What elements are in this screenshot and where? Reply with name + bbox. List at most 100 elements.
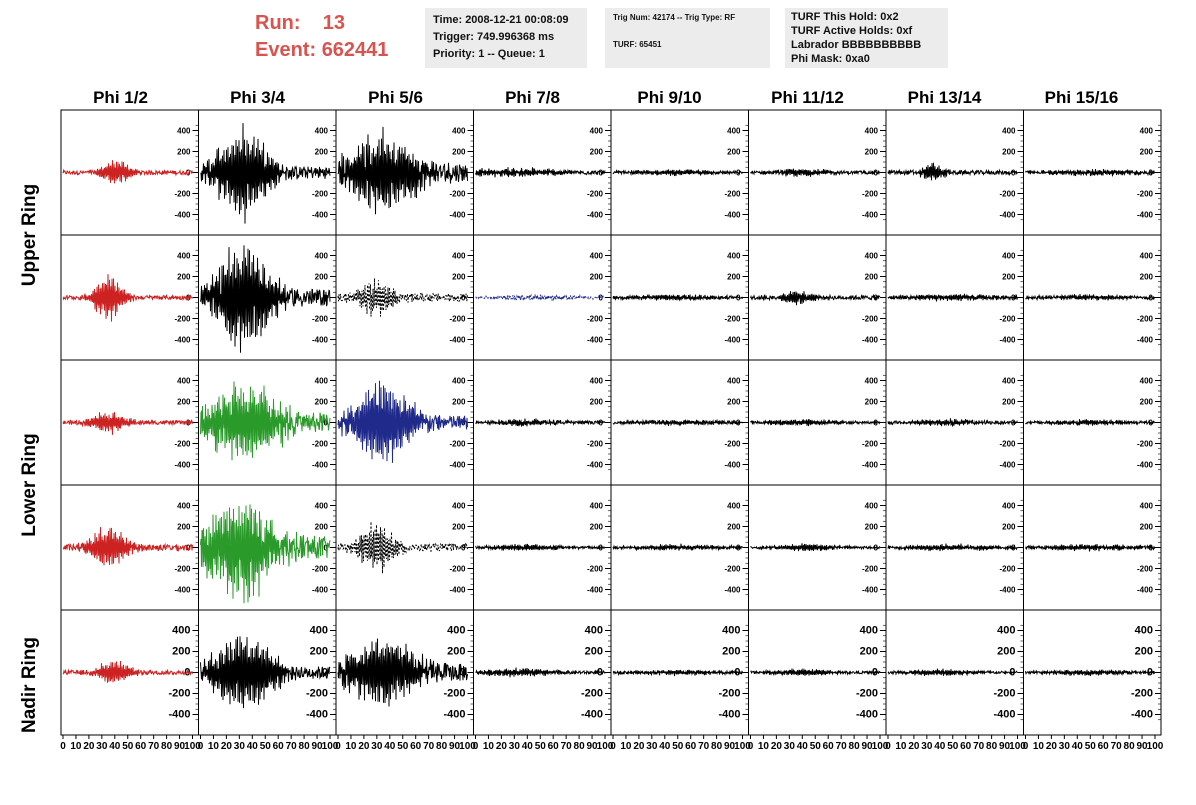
y-tick-label: -200 xyxy=(306,688,328,700)
y-tick-label: 200 xyxy=(865,273,879,282)
x-tick-label: 0 xyxy=(885,741,891,752)
x-tick-label: 70 xyxy=(973,741,985,752)
x-tick-label: 100 xyxy=(734,741,751,752)
x-tick-label: 90 xyxy=(449,741,461,752)
waveform-trace xyxy=(887,418,1018,427)
y-tick-label: 200 xyxy=(1002,523,1016,532)
y-tick-label: 400 xyxy=(860,625,878,637)
y-tick-label: 200 xyxy=(310,646,328,658)
waveform-trace xyxy=(1025,419,1156,427)
phi-column-label: Phi 11/12 xyxy=(771,88,844,107)
y-tick-label: -200 xyxy=(587,190,604,199)
x-tick-label: 70 xyxy=(561,741,573,752)
trig-num-text: Trig Num: 42174 -- Trig Type: RF xyxy=(613,13,736,22)
y-tick-label: 400 xyxy=(315,127,329,136)
y-tick-label: -200 xyxy=(174,565,191,574)
x-tick-label: 100 xyxy=(184,741,201,752)
y-tick-label: -200 xyxy=(724,315,741,324)
y-tick-label: -400 xyxy=(1137,461,1154,470)
y-tick-label: -200 xyxy=(587,315,604,324)
x-tick-label: 30 xyxy=(646,741,658,752)
y-tick-label: -400 xyxy=(587,461,604,470)
x-tick-label: 10 xyxy=(208,741,220,752)
waveform-trace xyxy=(337,638,468,707)
y-tick-label: 200 xyxy=(177,523,191,532)
waveform-trace xyxy=(612,293,743,302)
x-tick-label: 0 xyxy=(198,741,204,752)
waveform-trace xyxy=(337,521,468,574)
run-event-header: Run: 13 Event: 662441 xyxy=(255,10,388,64)
x-tick-label: 60 xyxy=(410,741,422,752)
x-tick-label: 10 xyxy=(1033,741,1045,752)
y-tick-label: 400 xyxy=(865,252,879,261)
y-tick-label: -200 xyxy=(862,190,879,199)
x-tick-label: 80 xyxy=(299,741,311,752)
x-tick-label: 90 xyxy=(724,741,736,752)
x-tick-label: 20 xyxy=(633,741,645,752)
y-tick-label: 200 xyxy=(1002,148,1016,157)
y-tick-label: -200 xyxy=(581,688,603,700)
y-tick-label: -200 xyxy=(174,315,191,324)
y-tick-label: -400 xyxy=(862,211,879,220)
y-tick-label: 400 xyxy=(585,625,603,637)
y-tick-label: -400 xyxy=(449,461,466,470)
y-tick-label: 200 xyxy=(315,148,329,157)
y-tick-label: 200 xyxy=(865,148,879,157)
waveform-trace xyxy=(62,660,193,683)
x-tick-label: 10 xyxy=(895,741,907,752)
x-tick-label: 90 xyxy=(586,741,598,752)
x-tick-label: 20 xyxy=(221,741,233,752)
y-tick-label: 400 xyxy=(727,127,741,136)
y-tick-label: 400 xyxy=(727,377,741,386)
y-tick-label: -200 xyxy=(312,315,329,324)
y-tick-label: -400 xyxy=(862,336,879,345)
y-tick-label: -200 xyxy=(449,565,466,574)
y-tick-label: -200 xyxy=(449,190,466,199)
x-tick-label: 100 xyxy=(1009,741,1026,752)
waveform-trace xyxy=(62,160,193,184)
x-tick-label: 60 xyxy=(548,741,560,752)
waveform-trace xyxy=(750,168,881,177)
y-tick-label: 200 xyxy=(590,523,604,532)
y-tick-label: -400 xyxy=(449,586,466,595)
phi-column-label: Phi 7/8 xyxy=(505,88,560,107)
phi-column-label: Phi 5/6 xyxy=(368,88,423,107)
y-tick-label: 200 xyxy=(315,273,329,282)
y-tick-label: -400 xyxy=(1137,586,1154,595)
y-tick-label: -400 xyxy=(999,211,1016,220)
waveform-trace xyxy=(750,543,881,552)
y-tick-label: -200 xyxy=(1137,190,1154,199)
y-tick-label: -400 xyxy=(312,461,329,470)
y-tick-label: -200 xyxy=(587,565,604,574)
y-tick-label: -400 xyxy=(443,709,465,721)
phi-mask-text: Phi Mask: 0xa0 xyxy=(791,53,870,65)
y-tick-label: -400 xyxy=(1131,709,1153,721)
x-tick-label: 50 xyxy=(810,741,822,752)
x-tick-label: 0 xyxy=(1023,741,1029,752)
y-tick-label: -200 xyxy=(587,440,604,449)
x-tick-label: 80 xyxy=(436,741,448,752)
y-tick-label: -400 xyxy=(449,336,466,345)
y-tick-label: -400 xyxy=(856,709,878,721)
x-tick-label: 90 xyxy=(861,741,873,752)
y-tick-label: 200 xyxy=(452,523,466,532)
y-tick-label: 200 xyxy=(177,148,191,157)
y-tick-label: 400 xyxy=(590,502,604,511)
x-tick-label: 100 xyxy=(1147,741,1164,752)
y-tick-label: 0 xyxy=(599,419,604,428)
y-tick-label: -200 xyxy=(999,440,1016,449)
x-tick-label: 70 xyxy=(423,741,435,752)
y-tick-label: -200 xyxy=(724,440,741,449)
y-tick-label: -400 xyxy=(724,586,741,595)
x-tick-label: 80 xyxy=(986,741,998,752)
y-tick-label: -400 xyxy=(581,709,603,721)
y-tick-label: 400 xyxy=(177,252,191,261)
y-tick-label: 400 xyxy=(315,502,329,511)
x-tick-label: 20 xyxy=(771,741,783,752)
y-tick-label: 200 xyxy=(590,148,604,157)
waveform-trace xyxy=(200,381,331,461)
y-tick-label: 200 xyxy=(1140,273,1154,282)
y-tick-label: 400 xyxy=(452,127,466,136)
y-tick-label: 200 xyxy=(590,398,604,407)
y-tick-label: -400 xyxy=(993,709,1015,721)
